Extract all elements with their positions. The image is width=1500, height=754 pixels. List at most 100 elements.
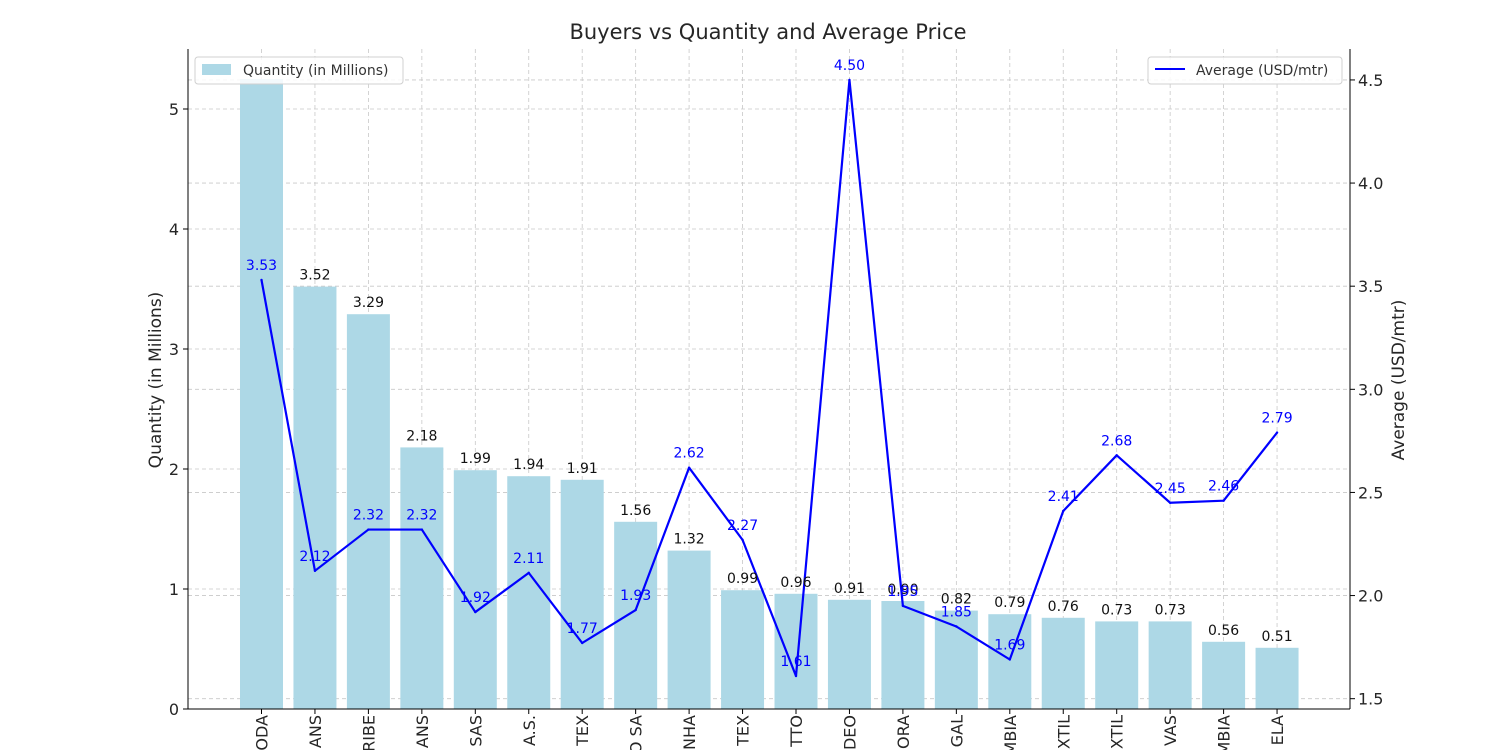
average-point bbox=[1115, 454, 1118, 457]
x-tick-label: ODA bbox=[253, 715, 272, 750]
bar-value-label: 0.79 bbox=[994, 595, 1025, 611]
average-point bbox=[1222, 499, 1225, 502]
average-point bbox=[1008, 658, 1011, 661]
average-value-label: 1.93 bbox=[620, 588, 651, 604]
x-tick-label: NHA bbox=[680, 715, 699, 750]
line-layer bbox=[260, 78, 1279, 678]
bar-value-label: 0.90 bbox=[887, 582, 918, 598]
average-value-label: 1.95 bbox=[887, 584, 918, 600]
average-value-label: 2.32 bbox=[406, 508, 437, 524]
bar-value-label: 0.73 bbox=[1101, 602, 1132, 618]
spine-layer bbox=[187, 49, 1351, 710]
average-point bbox=[1168, 501, 1172, 504]
bar bbox=[881, 601, 925, 709]
average-value-label: 3.53 bbox=[246, 258, 277, 274]
chart-title: Buyers vs Quantity and Average Price bbox=[569, 20, 966, 44]
average-point bbox=[581, 641, 584, 645]
average-value-label: 2.27 bbox=[727, 518, 758, 534]
average-point bbox=[1275, 431, 1279, 434]
label-layer: 3.52 3.29 2.18 1.99 1.94 1.91 1.56 1.32 0.99 0.96… bbox=[246, 58, 1293, 670]
y2-tick-label: 3.0 bbox=[1358, 380, 1383, 399]
x-tick-label: A.S. bbox=[520, 715, 539, 746]
average-point bbox=[420, 528, 424, 531]
bar bbox=[1202, 641, 1246, 709]
average-value-label: 2.45 bbox=[1155, 481, 1186, 497]
y2-tick-label: 4.5 bbox=[1358, 71, 1383, 90]
y2-tick-label: 2.0 bbox=[1358, 587, 1383, 606]
bar bbox=[1255, 647, 1299, 709]
bar bbox=[240, 79, 283, 709]
legend-average-label: Average (USD/mtr) bbox=[1196, 63, 1328, 79]
legend-average-frame bbox=[1147, 56, 1343, 85]
bar-value-label: 0.99 bbox=[727, 571, 758, 587]
average-value-label: 2.12 bbox=[299, 549, 330, 565]
bar-value-label: 0.91 bbox=[834, 581, 865, 597]
average-point bbox=[634, 608, 637, 612]
bar-value-label: 1.91 bbox=[567, 461, 598, 477]
y2-axis-label: Average (USD/mtr) bbox=[1389, 300, 1409, 461]
average-value-label: 2.32 bbox=[353, 508, 384, 524]
bar bbox=[774, 593, 818, 709]
average-value-label: 1.85 bbox=[941, 605, 972, 621]
legend-average: Average (USD/mtr) bbox=[1147, 56, 1343, 85]
y-tick-label: 3 bbox=[169, 340, 179, 359]
bar-value-label: 0.51 bbox=[1261, 629, 1292, 645]
bar-value-label: 3.52 bbox=[299, 268, 330, 284]
x-tick-label: ANS bbox=[413, 715, 432, 748]
average-point bbox=[367, 528, 370, 531]
bar bbox=[667, 550, 711, 709]
bar bbox=[827, 599, 871, 709]
average-value-label: 1.69 bbox=[994, 638, 1025, 654]
bar-value-label: 0.82 bbox=[941, 592, 972, 608]
average-point bbox=[687, 466, 691, 469]
y2-tick-label: 3.5 bbox=[1358, 277, 1383, 296]
legend-quantity-swatch bbox=[202, 64, 231, 75]
average-point bbox=[848, 78, 851, 82]
x-tick-label: DEO bbox=[840, 715, 859, 750]
x-tick-label: XTIL bbox=[1108, 715, 1127, 749]
average-value-label: 2.68 bbox=[1101, 433, 1132, 449]
x-tick-label: O SA bbox=[627, 715, 646, 750]
average-point bbox=[955, 625, 958, 628]
bar bbox=[988, 614, 1032, 709]
x-tick-label: ORA bbox=[894, 715, 913, 749]
average-point bbox=[260, 278, 263, 282]
bar bbox=[400, 447, 444, 709]
average-value-label: 2.41 bbox=[1048, 489, 1079, 505]
x-tick-label: RIBE bbox=[359, 715, 378, 750]
x-tick-label: MBIA bbox=[1001, 715, 1020, 750]
bar-value-label: 2.18 bbox=[406, 428, 437, 444]
bar-value-label: 1.32 bbox=[674, 532, 705, 548]
bar bbox=[1095, 621, 1139, 709]
average-point bbox=[794, 674, 798, 678]
y2-tick-label: 2.5 bbox=[1358, 483, 1383, 502]
average-value-label: 2.62 bbox=[674, 446, 705, 462]
bar-value-label: 0.56 bbox=[1208, 623, 1239, 639]
average-point bbox=[313, 569, 317, 573]
average-point bbox=[527, 571, 530, 575]
bar-value-label: 1.94 bbox=[513, 457, 544, 473]
x-tick-label: GAL bbox=[947, 715, 966, 747]
average-value-label: 2.79 bbox=[1261, 411, 1292, 427]
x-tick-label: XTIL bbox=[1054, 715, 1073, 749]
bar-layer bbox=[240, 79, 1299, 709]
x-tick-label: VAS bbox=[1161, 715, 1180, 746]
bar-value-label: 1.99 bbox=[460, 451, 491, 467]
x-tick-label: TTO bbox=[787, 715, 806, 748]
bar-value-label: 3.29 bbox=[353, 295, 384, 311]
x-tick-label: MBIA bbox=[1215, 715, 1234, 750]
bar bbox=[293, 286, 337, 709]
bar bbox=[721, 590, 765, 709]
x-tick-label: ANS bbox=[306, 715, 325, 748]
bar-value-label: 0.96 bbox=[780, 575, 811, 591]
y-tick-label: 4 bbox=[169, 220, 179, 239]
average-point bbox=[741, 538, 744, 542]
x-tick-label: TEX bbox=[573, 715, 592, 747]
average-value-label: 2.46 bbox=[1208, 479, 1239, 495]
average-value-label: 4.50 bbox=[834, 58, 865, 74]
bar bbox=[1148, 621, 1192, 709]
y-tick-label: 5 bbox=[169, 100, 179, 119]
legend-quantity-label: Quantity (in Millions) bbox=[243, 63, 388, 79]
average-value-label: 1.77 bbox=[567, 621, 598, 637]
